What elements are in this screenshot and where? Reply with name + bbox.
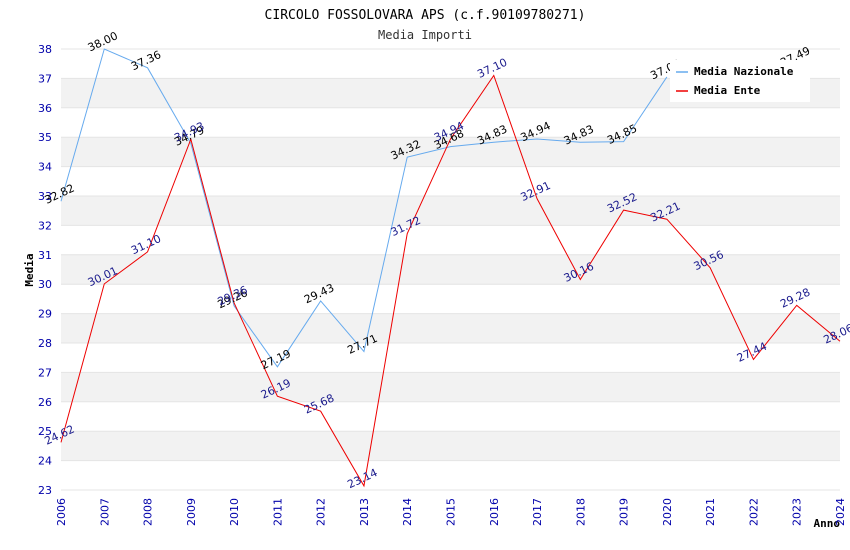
grid-band <box>61 137 840 167</box>
y-tick-label: 24 <box>38 455 52 468</box>
y-tick-label: 35 <box>38 131 52 144</box>
grid-band <box>61 313 840 343</box>
x-tick-label: 2007 <box>98 498 111 526</box>
x-tick-label: 2018 <box>574 498 587 526</box>
x-tick-label: 2022 <box>747 498 760 526</box>
grid-band <box>61 196 840 226</box>
x-tick-label: 2006 <box>55 498 68 526</box>
x-tick-label: 2021 <box>704 498 717 526</box>
y-tick-label: 38 <box>38 43 52 56</box>
y-tick-label: 23 <box>38 484 52 497</box>
legend-box <box>670 60 810 102</box>
y-tick-label: 36 <box>38 102 52 115</box>
grid-band <box>61 225 840 255</box>
y-axis-ticks: 23 24 25 26 27 28 29 30 31 32 33 34 35 36 37 38 <box>38 43 52 497</box>
y-tick-label: 31 <box>38 249 52 262</box>
legend-label-media-ente: Media Ente <box>694 84 761 97</box>
grid-band <box>61 372 840 402</box>
x-tick-label: 2024 <box>834 498 847 526</box>
legend-label-media-nazionale: Media Nazionale <box>694 65 794 78</box>
x-tick-label: 2014 <box>401 498 414 526</box>
grid-band <box>61 107 840 138</box>
grid-band <box>61 166 840 196</box>
y-axis-label: Media <box>23 253 36 286</box>
x-tick-label: 2008 <box>142 498 155 526</box>
series-lines <box>60 48 841 488</box>
series-line-media-ente <box>60 74 841 488</box>
series-line-media-nazionale <box>60 48 668 368</box>
grid-band <box>61 431 840 461</box>
x-tick-label: 2017 <box>531 498 544 526</box>
y-tick-label: 34 <box>38 161 52 174</box>
y-tick-label: 25 <box>38 425 52 438</box>
chart-subtitle: Media Importi <box>378 28 472 42</box>
x-tick-label: 2012 <box>315 498 328 526</box>
x-tick-label: 2009 <box>185 498 198 526</box>
y-tick-label: 37 <box>38 72 52 85</box>
x-tick-label: 2023 <box>791 498 804 526</box>
y-tick-label: 29 <box>38 308 52 321</box>
grid-band <box>61 460 840 490</box>
y-tick-label: 32 <box>38 219 52 232</box>
legend: Media Nazionale Media Ente <box>670 60 810 102</box>
x-tick-label: 2020 <box>661 498 674 526</box>
grid-band <box>61 343 840 373</box>
x-axis-label: Anno <box>814 517 841 530</box>
chart-title: CIRCOLO FOSSOLOVARA APS (c.f.90109780271… <box>265 8 586 23</box>
y-tick-label: 30 <box>38 278 52 291</box>
x-axis-ticks: 2006 2007 2008 2009 2010 2011 2012 2013 2014 2015… <box>55 498 847 526</box>
x-tick-label: 2013 <box>358 498 371 526</box>
x-tick-label: 2011 <box>271 498 284 526</box>
grid-band <box>61 401 840 432</box>
grid-band <box>61 254 840 285</box>
x-tick-label: 2016 <box>488 498 501 526</box>
y-tick-label: 28 <box>38 337 52 350</box>
y-tick-label: 27 <box>38 366 52 379</box>
x-tick-label: 2010 <box>228 498 241 526</box>
x-tick-label: 2015 <box>445 498 458 526</box>
y-tick-label: 26 <box>38 396 52 409</box>
x-tick-label: 2019 <box>618 498 631 526</box>
grid-bands <box>61 48 840 491</box>
y-tick-label: 33 <box>38 190 52 203</box>
grid-band <box>61 284 840 314</box>
